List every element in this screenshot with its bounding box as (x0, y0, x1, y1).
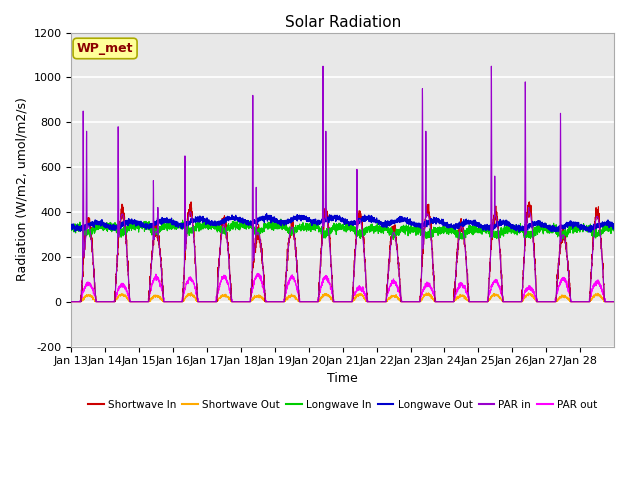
Title: Solar Radiation: Solar Radiation (285, 15, 401, 30)
Y-axis label: Radiation (W/m2, umol/m2/s): Radiation (W/m2, umol/m2/s) (15, 97, 28, 281)
Legend: Shortwave In, Shortwave Out, Longwave In, Longwave Out, PAR in, PAR out: Shortwave In, Shortwave Out, Longwave In… (84, 396, 602, 414)
X-axis label: Time: Time (328, 372, 358, 385)
Text: WP_met: WP_met (77, 42, 133, 55)
